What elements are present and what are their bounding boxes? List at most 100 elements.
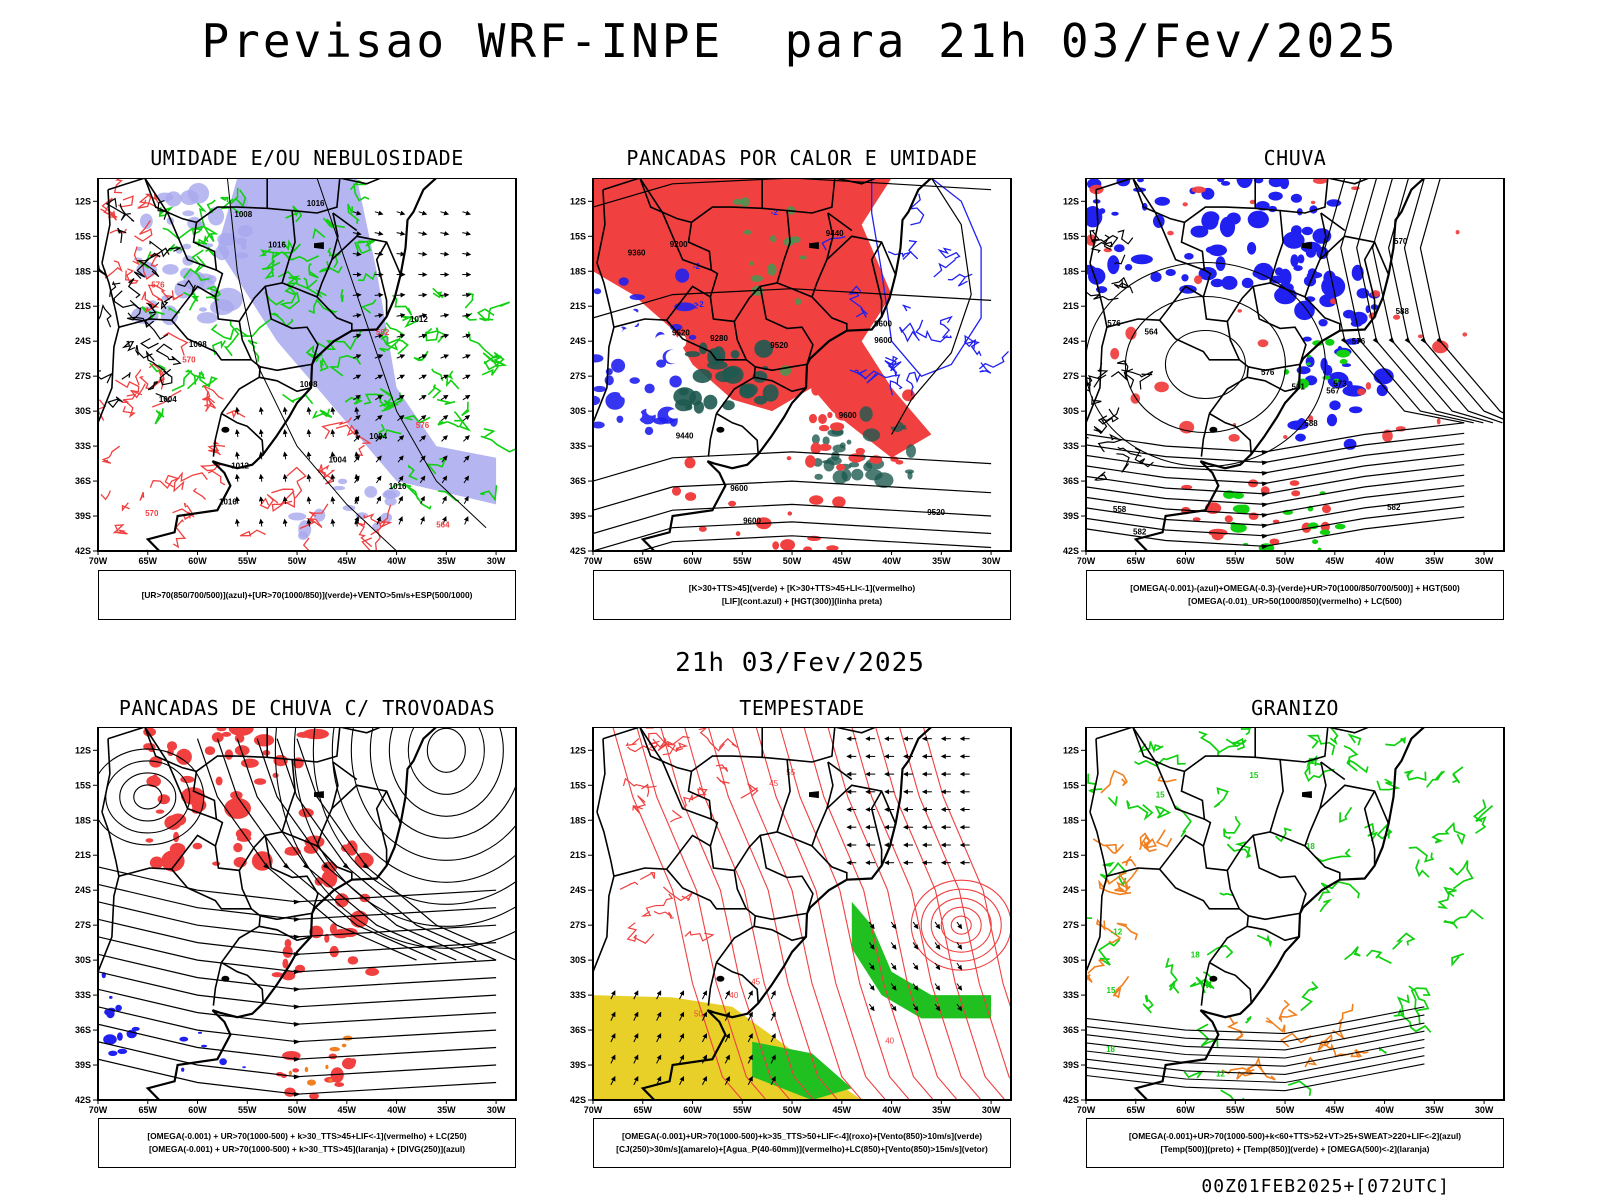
contour-line: [105, 197, 127, 216]
state-border: [331, 784, 402, 825]
isobar: [316, 178, 487, 529]
streamline-arrow: [1340, 337, 1348, 345]
contour-line: [481, 352, 502, 376]
shade-blob: [197, 1031, 203, 1034]
map-tempestade: 40 45 50 55 45 40 12S 15S 18S 21S 24S 27S 30S 33S 36S 3…: [570, 727, 1012, 1115]
contour-label: 576: [416, 421, 430, 430]
shade-blob: [684, 351, 701, 358]
shade-blob: [740, 197, 750, 207]
wind-vector: [770, 1011, 776, 1021]
shade-blob: [809, 413, 817, 424]
contour-line: [390, 483, 412, 490]
streamline-arrow: [1261, 492, 1270, 497]
contour-line: [436, 398, 456, 406]
wind-vector: [912, 962, 919, 971]
lat-tick-label: 42S: [1063, 546, 1079, 556]
shade-blob: [1150, 271, 1162, 283]
wind-vector: [282, 496, 288, 505]
wind-vector: [679, 990, 685, 1000]
lon-tick-label: 45W: [338, 1105, 357, 1115]
legend-line: [OMEGA(-0.001) + UR>70(1000-500) + k>30_…: [147, 1131, 467, 1141]
lon-tick-label: 65W: [139, 1105, 158, 1115]
contour-line: [915, 319, 948, 343]
humidity-band: [217, 178, 497, 505]
contour-line: [1347, 733, 1362, 746]
lat-tick-label: 15S: [75, 231, 91, 241]
contour-line: [1095, 918, 1122, 944]
wind-vector: [353, 455, 360, 463]
shade-blob: [1312, 178, 1328, 184]
coastline: [640, 178, 933, 551]
lake-marker: [221, 426, 230, 433]
shade-blob: [1201, 212, 1219, 230]
contour-line: [1408, 846, 1435, 863]
lon-tick-label: 55W: [1226, 556, 1245, 566]
wind-vector: [419, 435, 427, 442]
isobar: [920, 888, 1002, 962]
contour-line: [1195, 976, 1215, 994]
state-border: [339, 727, 384, 734]
lat-tick-label: 42S: [570, 1095, 586, 1105]
contour-line: [279, 284, 300, 310]
wind-vector: [724, 1033, 730, 1043]
state-border: [1363, 241, 1376, 317]
contour-line: [1097, 433, 1123, 453]
wind-vector: [868, 942, 875, 950]
wind-vector: [724, 1054, 730, 1064]
wind-vector: [419, 475, 426, 484]
contour-line: [109, 280, 121, 297]
federal-district: [809, 242, 819, 250]
shade-blob: [372, 522, 380, 531]
shade-blob: [224, 797, 251, 819]
wind-vector: [956, 1003, 963, 1012]
contour-label: 1016: [268, 241, 286, 250]
lat-tick-label: 15S: [570, 780, 586, 790]
state-border: [1363, 790, 1376, 866]
shade-blob: [1124, 264, 1133, 271]
wind-vector: [462, 292, 472, 298]
shade-blob: [284, 939, 292, 948]
shade-blob: [623, 309, 640, 327]
state-border: [613, 318, 667, 328]
shade-blob: [593, 421, 605, 429]
state-border: [98, 811, 120, 1022]
shade-blob: [902, 389, 915, 402]
streamline-arrow: [283, 863, 291, 870]
shade-blob: [794, 298, 802, 305]
shade-blob: [629, 377, 640, 384]
lon-tick-label: 35W: [1425, 1105, 1444, 1115]
wind-vector: [440, 374, 449, 380]
contour-line: [1198, 730, 1239, 756]
lat-tick-label: 42S: [1063, 1095, 1079, 1105]
shade-blob: [169, 813, 187, 826]
contour-line: [675, 742, 689, 753]
contour-line: [183, 268, 210, 282]
wind-vector: [306, 406, 312, 415]
wind-vector: [956, 942, 963, 950]
lon-tick-label: 60W: [188, 1105, 207, 1115]
wind-vector: [462, 414, 471, 421]
contour-line: [1142, 837, 1158, 851]
contour-line: [902, 304, 911, 312]
shade-blob: [1319, 529, 1331, 536]
contour-line: [1121, 369, 1154, 390]
lat-tick-label: 12S: [570, 196, 586, 206]
wind-vector: [354, 518, 360, 527]
shade-blob: [827, 411, 833, 419]
wind-vector: [912, 1003, 919, 1012]
shade-blob: [1336, 349, 1351, 358]
contour-line: [716, 776, 730, 786]
state-border: [834, 178, 879, 185]
map-chuva: 5885885825825765765765735705675645615581…: [1063, 178, 1505, 566]
contour-line: [147, 284, 171, 302]
lon-tick-label: 35W: [437, 556, 456, 566]
state-border: [665, 285, 711, 321]
coastline: [145, 727, 438, 1100]
shade-blob: [217, 232, 237, 246]
shade-blob: [593, 354, 604, 363]
wind-vector: [374, 251, 384, 257]
wind-vector: [396, 333, 406, 339]
contour-line: [199, 461, 221, 472]
shade-blob: [136, 246, 143, 251]
wind-vector: [656, 1054, 662, 1064]
